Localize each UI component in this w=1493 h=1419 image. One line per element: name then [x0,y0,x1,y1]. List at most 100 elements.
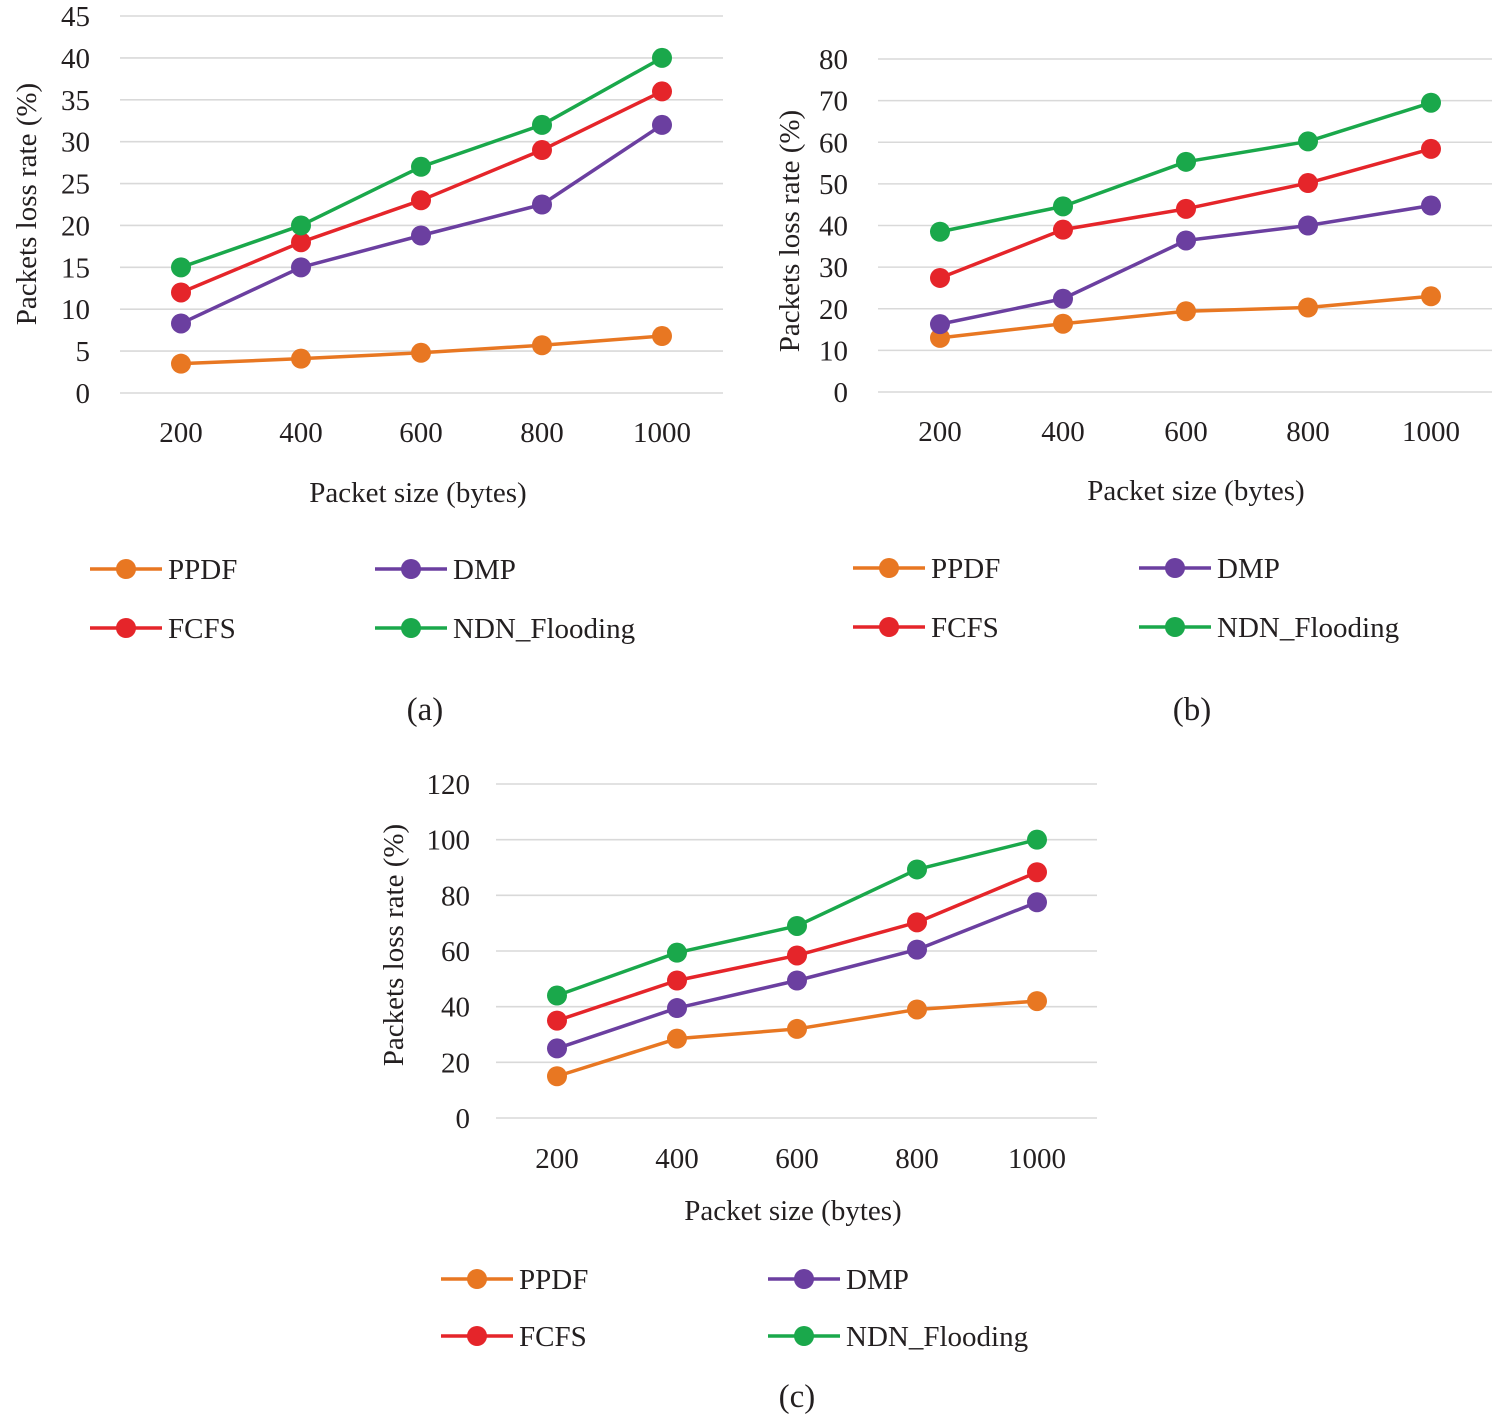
panel-c-chart: 0 20 40 60 80 100 120 200 400 600 800 1000 Packet si… [378,769,1097,1415]
panel-b-legend-label-dmp: DMP [1217,553,1280,585]
panel-c-x-axis-label: Packet size (bytes) [684,1195,901,1227]
panel-b-ytick-label: 50 [819,169,848,201]
panel-a-legend-item-ppdf: PPDF [90,554,237,586]
panel-c-ytick-label: 120 [427,769,471,801]
panel-b-point-dmp-600 [1176,230,1196,251]
panel-b-point-ppdf-200 [930,327,950,348]
panel-a-point-ndn-flooding-600 [411,156,431,177]
panel-b-xtick-label: 800 [1286,416,1330,448]
panel-a-point-ppdf-800 [532,335,552,356]
panel-a-panel-label: (a) [407,692,444,728]
panel-b-point-ppdf-1000 [1421,286,1441,307]
panel-a-point-fcfs-400 [291,232,311,253]
panel-b-point-fcfs-800 [1298,173,1318,194]
panel-b-point-ndn-flooding-600 [1176,151,1196,172]
panel-a-ytick-label: 45 [61,1,90,33]
panel-a-chart: 0 5 10 15 20 25 30 35 40 45 200 400 600 800 1000 Packet… [11,1,723,728]
panel-b-point-ppdf-800 [1298,297,1318,318]
panel-b-point-ndn-flooding-200 [930,221,950,242]
panel-a-ytick-label: 20 [61,210,90,242]
panel-a-y-axis-label: Packets loss rate (%) [11,83,43,325]
panel-b-point-fcfs-600 [1176,198,1196,219]
panel-a-point-fcfs-200 [171,282,191,303]
panel-a-xtick-label: 400 [279,417,323,449]
panel-c-legend-item-ppdf: PPDF [441,1264,588,1296]
panel-a-point-ndn-flooding-1000 [652,47,672,68]
panel-c-legend-label-dmp: DMP [846,1264,909,1296]
panel-c-point-ndn-flooding-800 [907,859,927,880]
panel-b-legend-item-fcfs: FCFS [853,612,999,644]
panel-b-legend-label-fcfs: FCFS [931,612,999,644]
panel-c-legend-marker-dmp [794,1269,814,1289]
panel-c-ytick-label: 40 [441,992,470,1024]
panel-c-xtick-label: 800 [895,1143,939,1175]
panel-b-xtick-label: 1000 [1402,416,1460,448]
panel-c-legend-marker-ppdf [467,1269,487,1289]
panel-b-legend-marker-fcfs [879,617,899,637]
panel-b-point-ppdf-600 [1176,301,1196,322]
panel-c-point-ndn-flooding-600 [787,915,807,936]
panel-c-panel-label: (c) [779,1379,816,1415]
panel-b-legend-item-dmp: DMP [1139,553,1280,585]
panel-b-xtick-label: 600 [1164,416,1208,448]
panel-a-legend-item-dmp: DMP [375,554,516,586]
panel-b-ytick-label: 80 [819,44,848,76]
panel-a-point-dmp-400 [291,257,311,278]
panel-c-point-fcfs-1000 [1027,862,1047,883]
panel-b-point-fcfs-200 [930,267,950,288]
panel-b-y-axis-label: Packets loss rate (%) [774,110,806,352]
panel-b-legend-marker-ppdf [879,558,899,578]
panel-a-ytick-label: 40 [61,43,90,75]
panel-c-point-fcfs-200 [547,1010,567,1031]
panel-a-point-fcfs-600 [411,190,431,211]
panel-c-ytick-label: 0 [456,1103,471,1135]
panel-c-point-ndn-flooding-200 [547,985,567,1006]
panel-a-ytick-label: 15 [61,252,90,284]
panel-b-point-ndn-flooding-1000 [1421,92,1441,113]
panel-a-ytick-label: 30 [61,127,90,159]
panel-b-ytick-label: 40 [819,211,848,243]
panel-c-point-dmp-200 [547,1038,567,1059]
panel-c-point-dmp-1000 [1027,892,1047,913]
panel-c-legend-marker-fcfs [467,1326,487,1346]
panel-c-point-fcfs-800 [907,912,927,933]
panel-b-legend-marker-dmp [1165,558,1185,578]
panel-c-point-fcfs-400 [667,970,687,991]
panel-c-legend-item-dmp: DMP [768,1264,909,1296]
panel-a-xtick-label: 600 [399,417,443,449]
panel-b-x-axis-label: Packet size (bytes) [1087,475,1304,507]
panel-a-point-ppdf-400 [291,348,311,369]
panel-b-point-fcfs-1000 [1421,138,1441,159]
panel-a-legend-marker-ndn-flooding [401,618,421,638]
panel-c-point-dmp-400 [667,998,687,1019]
panel-b-ytick-label: 20 [819,294,848,326]
panel-b-legend-item-ndn-flooding: NDN_Flooding [1139,612,1399,644]
panel-a-xtick-label: 200 [159,417,203,449]
panel-a-point-dmp-1000 [652,114,672,135]
panel-a-point-ndn-flooding-400 [291,215,311,236]
panel-c-ytick-label: 20 [441,1047,470,1079]
panel-c-y-axis-label: Packets loss rate (%) [378,824,410,1066]
panel-b-panel-label: (b) [1173,692,1211,728]
panel-c-point-ppdf-800 [907,999,927,1020]
panel-b-chart: 0 10 20 30 40 50 60 70 80 200 400 600 800 1000 Packet … [774,44,1492,728]
panel-c-xtick-label: 600 [775,1143,819,1175]
panel-a-ytick-label: 5 [76,336,91,368]
panel-b-xtick-label: 400 [1041,416,1085,448]
panel-b-point-dmp-800 [1298,215,1318,236]
panel-c-point-dmp-800 [907,939,927,960]
panel-a-ytick-label: 35 [61,85,90,117]
panel-b-ytick-label: 70 [819,86,848,118]
panel-a-ytick-label: 25 [61,169,90,201]
panel-c-ytick-label: 60 [441,936,470,968]
panel-c-point-dmp-600 [787,970,807,991]
panel-c-legend-label-ndn-flooding: NDN_Flooding [846,1321,1028,1353]
panel-b-point-ppdf-400 [1053,313,1073,334]
panel-a-legend-label-ndn-flooding: NDN_Flooding [453,613,635,645]
panel-c-legend-label-fcfs: FCFS [519,1321,587,1353]
panel-b-point-fcfs-400 [1053,219,1073,240]
panel-a-x-axis-label: Packet size (bytes) [309,477,526,509]
panel-b-point-dmp-400 [1053,288,1073,309]
panel-a-legend-marker-fcfs [116,618,136,638]
panel-a-legend-marker-ppdf [116,559,136,579]
